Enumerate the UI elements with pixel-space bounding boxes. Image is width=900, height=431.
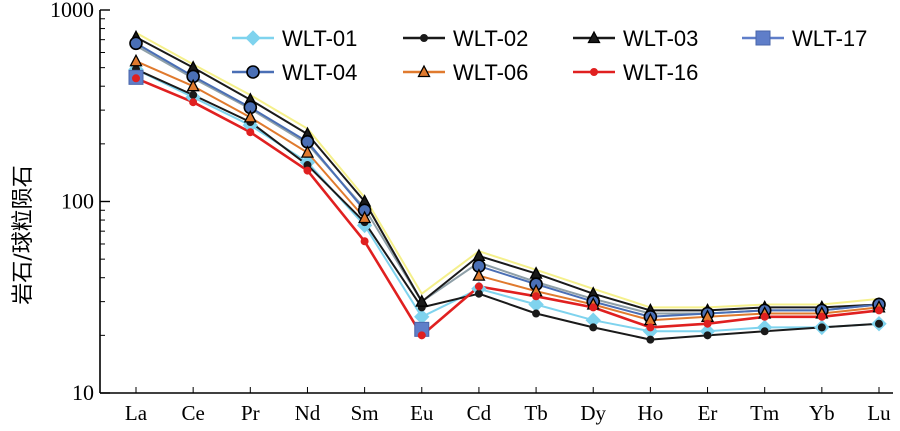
x-tick-label: Nd xyxy=(295,401,321,425)
data-point-wlt-06 xyxy=(300,145,315,158)
legend: WLT-01 WLT-02 WLT-03 WLT-17 WLT-04 WLT-06 WLT-… xyxy=(232,26,867,85)
x-tick-label: Tm xyxy=(750,401,779,425)
data-point-wlt-02 xyxy=(703,331,712,340)
data-point-wlt-02 xyxy=(474,289,483,298)
legend-marker-wlt-04 xyxy=(246,65,260,79)
legend-label-wlt-06: WLT-06 xyxy=(453,60,528,85)
y-tick-label: 1000 xyxy=(50,0,94,22)
data-point-wlt-16 xyxy=(532,292,541,301)
plot-area: 10 100 1000 La Ce Pr Nd Sm Eu Cd Tb Dy Ho Er Tm Yb Lu WLT… xyxy=(50,0,893,425)
data-point-wlt-01 xyxy=(414,309,430,325)
x-tick-label: Yb xyxy=(809,401,835,425)
data-point-wlt-06 xyxy=(472,268,486,281)
data-point-wlt-06 xyxy=(186,78,200,92)
legend-label-wlt-16: WLT-16 xyxy=(623,60,698,85)
legend-label-wlt-04: WLT-04 xyxy=(282,60,357,85)
background-series-line xyxy=(135,44,880,315)
x-tick-label: Ho xyxy=(638,401,664,425)
data-point-wlt-16 xyxy=(703,319,712,328)
data-point-wlt-04 xyxy=(129,36,143,51)
data-point-wlt-03 xyxy=(415,294,429,307)
y-axis-title: 岩石/球粒陨石 xyxy=(11,165,36,304)
series-line-wlt-02 xyxy=(135,68,880,341)
data-point-wlt-06 xyxy=(243,109,257,123)
data-point-wlt-16 xyxy=(246,128,255,137)
data-point-wlt-16 xyxy=(875,306,883,315)
data-point-wlt-16 xyxy=(589,303,598,312)
data-point-wlt-16 xyxy=(817,312,826,321)
x-tick-label: Dy xyxy=(580,401,606,425)
legend-marker-wlt-16 xyxy=(590,68,598,76)
data-point-wlt-02 xyxy=(646,335,655,344)
background-series-line xyxy=(135,31,880,309)
data-point-wlt-02 xyxy=(760,327,769,336)
x-tick-label: Sm xyxy=(351,401,379,425)
data-point-wlt-16 xyxy=(646,323,655,332)
legend-marker-wlt-03 xyxy=(587,30,601,44)
series-line-wlt-01 xyxy=(135,68,880,333)
legend-marker-wlt-02 xyxy=(420,34,428,42)
series-line-wlt-03 xyxy=(135,36,880,312)
data-point-wlt-06 xyxy=(358,210,372,224)
legend-marker-wlt-17 xyxy=(755,30,771,46)
data-point-wlt-16 xyxy=(360,237,369,246)
x-tick-label: Lu xyxy=(867,401,891,425)
x-tick-label: Cd xyxy=(467,401,492,425)
data-point-wlt-16 xyxy=(303,166,312,175)
data-point-wlt-02 xyxy=(189,90,198,99)
x-tick-label: Tb xyxy=(524,401,547,425)
x-tick-label: Ce xyxy=(181,401,204,425)
data-point-wlt-02 xyxy=(532,309,541,318)
y-tick-label: 10 xyxy=(72,380,94,405)
data-point-wlt-16 xyxy=(474,282,483,291)
data-point-wlt-02 xyxy=(589,323,598,332)
data-point-wlt-16 xyxy=(760,312,769,321)
legend-label-wlt-03: WLT-03 xyxy=(623,26,698,51)
series-line-wlt-16 xyxy=(135,77,880,337)
data-point-wlt-16 xyxy=(417,331,426,340)
legend-marker-wlt-01 xyxy=(245,30,261,46)
x-tick-label: La xyxy=(125,401,148,425)
y-tick-label: 100 xyxy=(61,189,94,214)
x-tick-label: Eu xyxy=(410,401,434,425)
legend-marker-wlt-06 xyxy=(417,64,431,78)
data-point-wlt-16 xyxy=(189,98,198,107)
legend-label-wlt-17: WLT-17 xyxy=(792,26,867,51)
legend-label-wlt-02: WLT-02 xyxy=(453,26,528,51)
data-point-wlt-02 xyxy=(875,319,883,328)
x-tick-label: Er xyxy=(698,401,718,425)
x-tick-label: Pr xyxy=(241,401,260,425)
data-point-wlt-02 xyxy=(817,323,826,332)
data-point-wlt-06 xyxy=(129,53,143,67)
data-point-wlt-16 xyxy=(132,74,140,83)
legend-label-wlt-01: WLT-01 xyxy=(282,26,357,51)
